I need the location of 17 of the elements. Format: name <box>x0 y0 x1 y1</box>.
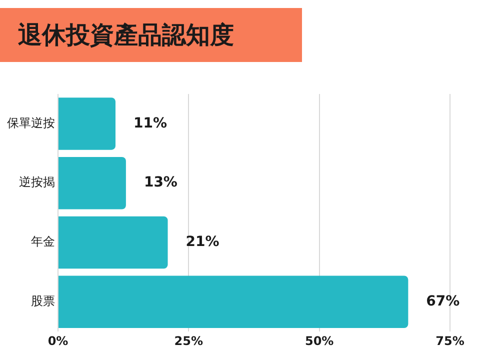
data-label: 13% <box>144 174 178 191</box>
x-tick-label: 75% <box>436 334 464 348</box>
y-tick-label: 年金 <box>31 234 55 249</box>
data-label: 21% <box>186 234 220 250</box>
bar <box>58 216 168 269</box>
data-label: 67% <box>426 294 460 310</box>
bar <box>58 98 116 150</box>
y-tick-label: 保單逆按 <box>7 116 55 130</box>
bar <box>58 156 126 210</box>
bar <box>58 276 408 328</box>
x-tick-label: 50% <box>304 334 334 348</box>
x-tick-label: 25% <box>174 334 204 348</box>
y-tick-label: 逆按揭 <box>19 175 55 190</box>
data-label: 11% <box>133 115 168 132</box>
y-tick-label: 股票 <box>31 294 55 308</box>
x-tick-label: 0% <box>48 334 68 348</box>
chart-title: 退休投資產品認知度 <box>0 8 302 62</box>
